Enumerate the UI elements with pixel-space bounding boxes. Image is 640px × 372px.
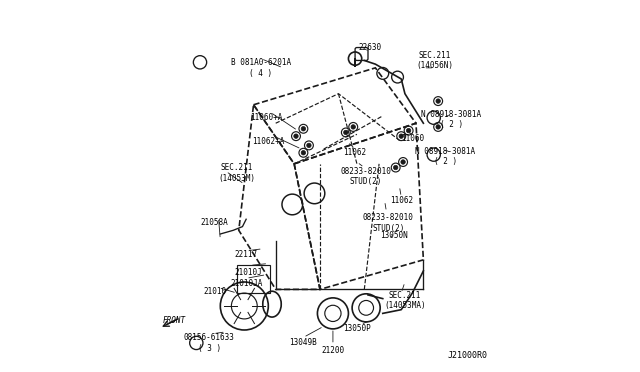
Text: FRONT: FRONT [163,316,186,325]
Text: 13050P: 13050P [343,324,371,333]
Text: 11062: 11062 [390,196,413,205]
Circle shape [344,130,348,135]
Text: 21010JA: 21010JA [230,279,262,288]
Text: 22117: 22117 [235,250,258,259]
Circle shape [394,165,398,170]
Text: 11062+A: 11062+A [252,137,285,146]
Circle shape [307,143,311,148]
Text: B 081A0-6201A
( 4 ): B 081A0-6201A ( 4 ) [231,58,291,77]
Text: 08156-61633
( 3 ): 08156-61633 ( 3 ) [184,333,235,353]
Text: 11060+A: 11060+A [250,113,283,122]
Text: 11060: 11060 [401,134,424,142]
Text: SEC.211
(14053M): SEC.211 (14053M) [218,163,255,183]
Text: 21010: 21010 [204,287,227,296]
Text: 08233-82010
STUD(2): 08233-82010 STUD(2) [340,167,392,186]
Text: SEC.211
(14053MA): SEC.211 (14053MA) [384,291,426,310]
Text: 21200: 21200 [321,346,344,355]
Text: 08233-82010
STUD(2): 08233-82010 STUD(2) [363,213,413,232]
Circle shape [301,151,306,155]
Text: 13050N: 13050N [380,231,408,240]
Text: 21010J: 21010J [234,268,262,277]
Circle shape [301,126,306,131]
Circle shape [351,125,355,129]
Text: N 08918-3081A
( 2 ): N 08918-3081A ( 2 ) [421,110,481,129]
Circle shape [401,160,405,164]
Text: 22630: 22630 [358,43,381,52]
Circle shape [436,125,440,129]
Text: N 08918-3081A
( 2 ): N 08918-3081A ( 2 ) [415,147,476,166]
Text: 13049B: 13049B [289,339,317,347]
Circle shape [406,128,411,133]
Text: SEC.211
(14056N): SEC.211 (14056N) [416,51,453,70]
Text: J21000R0: J21000R0 [448,351,488,360]
Text: 21058A: 21058A [201,218,228,227]
Circle shape [436,99,440,103]
Circle shape [399,134,403,138]
Circle shape [294,134,298,138]
Text: 11062: 11062 [344,148,367,157]
